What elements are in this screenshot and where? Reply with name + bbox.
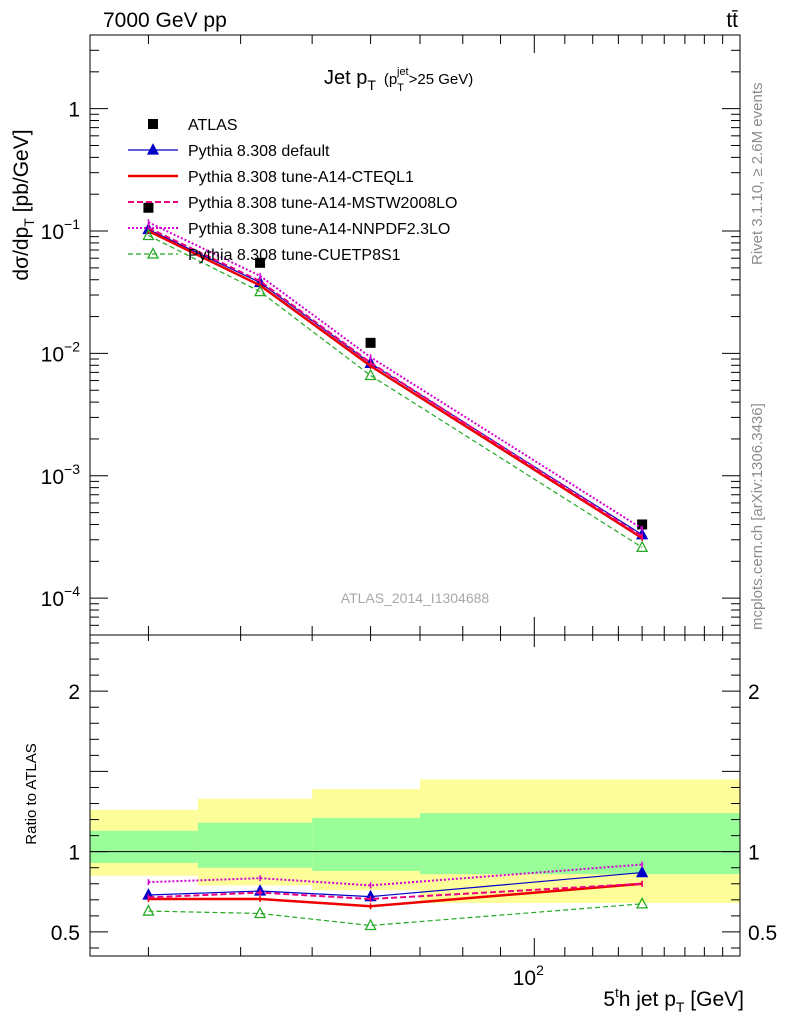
ratio-y-axis-label: Ratio to ATLAS [23,743,40,844]
main-series-point [365,337,376,348]
ratio-y-tick-label-left: 1 [68,842,80,865]
legend-item: Pythia 8.308 tune-A14-NNPDF2.3LO [128,221,450,238]
legend-item: ATLAS [148,117,238,134]
legend-label: Pythia 8.308 tune-A14-NNPDF2.3LO [188,221,450,238]
ratio-series-4 [142,896,649,931]
ratio-uncertainty-bands [90,779,740,904]
side-label-rivet: Rivet 3.1.10, ≥ 2.6M events [749,83,766,266]
main-series-2 [147,228,643,542]
axis-tick-labels: 1 10−1 10−2 10−3 10−4 0.5 0.5 1 1 2 2 102 [41,99,778,990]
ratio-plot-frame [89,634,741,957]
main-series-line [147,229,643,540]
main-series-layer [142,202,649,553]
ratio-series-2 [147,880,643,903]
main-series-point [364,368,377,381]
axis-ticks [90,34,741,956]
legend-label: Pythia 8.308 tune-CUETP8S1 [188,247,401,264]
ratio-series-line [148,871,643,898]
main-y-tick-label: 1 [68,99,80,122]
ratio-series-point [636,896,649,909]
legend-item: Pythia 8.308 default [128,143,330,160]
main-y-tick-label: 10−2 [41,338,81,366]
legend-label: Pythia 8.308 default [188,143,330,160]
main-series-4 [147,219,643,532]
main-series-line [148,234,643,548]
ratio-band-inner [419,813,740,875]
main-series-point [143,202,154,213]
ratio-series-point [253,906,267,919]
legend-marker [148,119,158,129]
main-series-line [148,227,643,538]
ratio-y-tick-label-right: 0.5 [748,922,777,945]
x-axis-label: 5th jet pT [GeV] [603,985,744,1015]
legend-label: Pythia 8.308 tune-A14-CTEQL1 [188,169,414,186]
main-series-point [142,228,155,241]
ratio-series-line [148,882,643,901]
ratio-series-point [636,865,649,878]
ratio-series-point [142,904,155,916]
x-tick-label: 102 [513,962,544,990]
main-y-tick-label: 10−3 [41,461,81,489]
main-y-tick-label: 10−4 [41,583,81,611]
main-series-point [636,540,649,553]
main-series-0 [143,202,648,530]
ratio-band-inner [90,830,198,863]
legend-marker [146,143,160,155]
header-left: 7000 GeV pp [103,9,227,32]
main-y-tick-label: 10−1 [41,216,81,244]
ratio-y-tick-label-left: 2 [68,681,80,704]
main-series-line [147,221,643,530]
header-right: tt̄ [726,9,738,32]
ratio-band-inner [312,817,420,871]
main-series-point [255,257,266,268]
legend: ATLAS Pythia 8.308 default Pythia 8.308 tu… [128,117,457,264]
ratio-series-line [148,882,643,908]
main-series-point [253,284,267,297]
ratio-series-3 [147,861,643,889]
main-series-5 [142,228,649,553]
legend-label: ATLAS [188,117,238,134]
ratio-series-point [364,918,377,931]
main-y-axis-label: dσ/dpT [pb/GeV] [10,129,37,280]
main-series-point [637,519,648,530]
watermark: ATLAS_2014_I1304688 [341,590,490,606]
ratio-band-inner [197,822,313,868]
legend-item: Pythia 8.308 tune-A14-MSTW2008LO [128,195,457,212]
ratio-y-tick-label-right: 2 [748,681,760,704]
legend-item: Pythia 8.308 tune-CUETP8S1 [128,247,401,264]
side-label-mcplots: mcplots.cern.ch [arXiv:1306.3436] [749,403,766,630]
ratio-series-layer [142,861,649,931]
legend-marker [146,247,160,259]
legend-label: Pythia 8.308 tune-A14-MSTW2008LO [188,195,457,212]
ratio-y-tick-label-right: 1 [748,842,760,865]
chart-title: Jet pT (pTjet>25 GeV) [324,66,473,94]
ratio-series-line [148,903,643,927]
legend-item: Pythia 8.308 tune-A14-CTEQL1 [128,169,414,186]
ratio-y-tick-label-left: 0.5 [51,922,80,945]
